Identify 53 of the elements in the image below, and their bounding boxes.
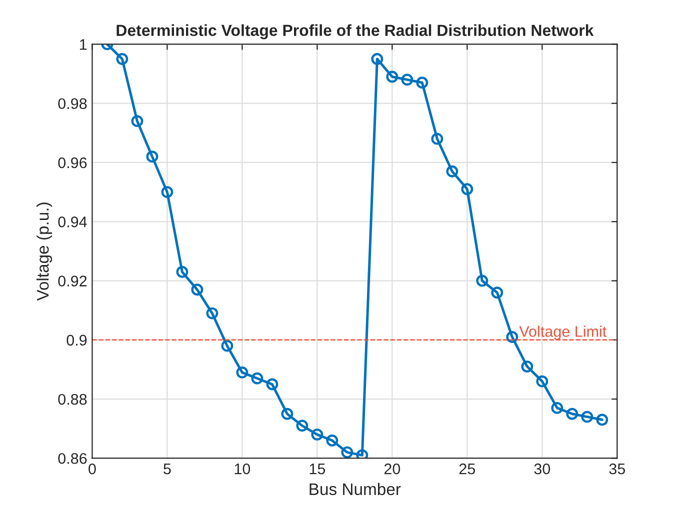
point (146, 150, 158, 163)
point (401, 74, 414, 86)
point (296, 420, 308, 432)
point (281, 408, 294, 420)
point (581, 410, 594, 423)
point (251, 372, 264, 384)
x-tick-label: 10 (234, 463, 250, 474)
x-axis-title: Bus Number (310, 482, 401, 496)
point (521, 360, 534, 373)
x-tick-label: 35 (609, 463, 625, 474)
point (176, 266, 188, 278)
y-tick-label: 0.86 (58, 453, 87, 464)
point (461, 183, 474, 196)
y-tick-label: 0.9 (66, 334, 87, 346)
point (326, 434, 338, 446)
point (551, 402, 564, 414)
point (221, 340, 234, 352)
x-tick-label: 0 (88, 463, 96, 474)
point (566, 408, 578, 420)
x-tick-label: 5 (164, 464, 171, 474)
point (206, 307, 218, 320)
y-tick-label: 0.98 (58, 98, 87, 110)
point (161, 186, 174, 198)
point (446, 165, 458, 178)
x-tick-label: 25 (459, 463, 476, 474)
point (311, 428, 324, 441)
y-tick-label: 0.96 (58, 157, 87, 168)
point (236, 366, 248, 378)
y-axis-title: Voltage (p.u.) (36, 202, 52, 301)
chart-title: Deterministic Voltage Profile of the Radial Distribution Network (116, 24, 594, 40)
point (491, 286, 504, 299)
y-tick-label: 0.92 (58, 276, 87, 286)
point (356, 449, 368, 458)
point (536, 375, 548, 388)
point (431, 132, 444, 145)
point (371, 53, 384, 65)
y-tick-label: 0.88 (58, 394, 87, 405)
point (506, 330, 518, 343)
point (131, 115, 144, 128)
y-tick-label: 0.94 (58, 216, 87, 228)
point (116, 53, 128, 65)
point (341, 446, 354, 458)
x-tick-label: 15 (310, 464, 326, 474)
point (386, 70, 398, 83)
y-tick-label: 1 (80, 39, 87, 50)
x-tick-label: 30 (534, 463, 550, 474)
point (266, 378, 278, 390)
ref-line-label: Voltage Limit (519, 326, 607, 340)
point (476, 274, 488, 287)
x-tick-label: 20 (384, 463, 400, 474)
point (596, 414, 608, 426)
point (191, 284, 204, 296)
point (416, 76, 428, 89)
